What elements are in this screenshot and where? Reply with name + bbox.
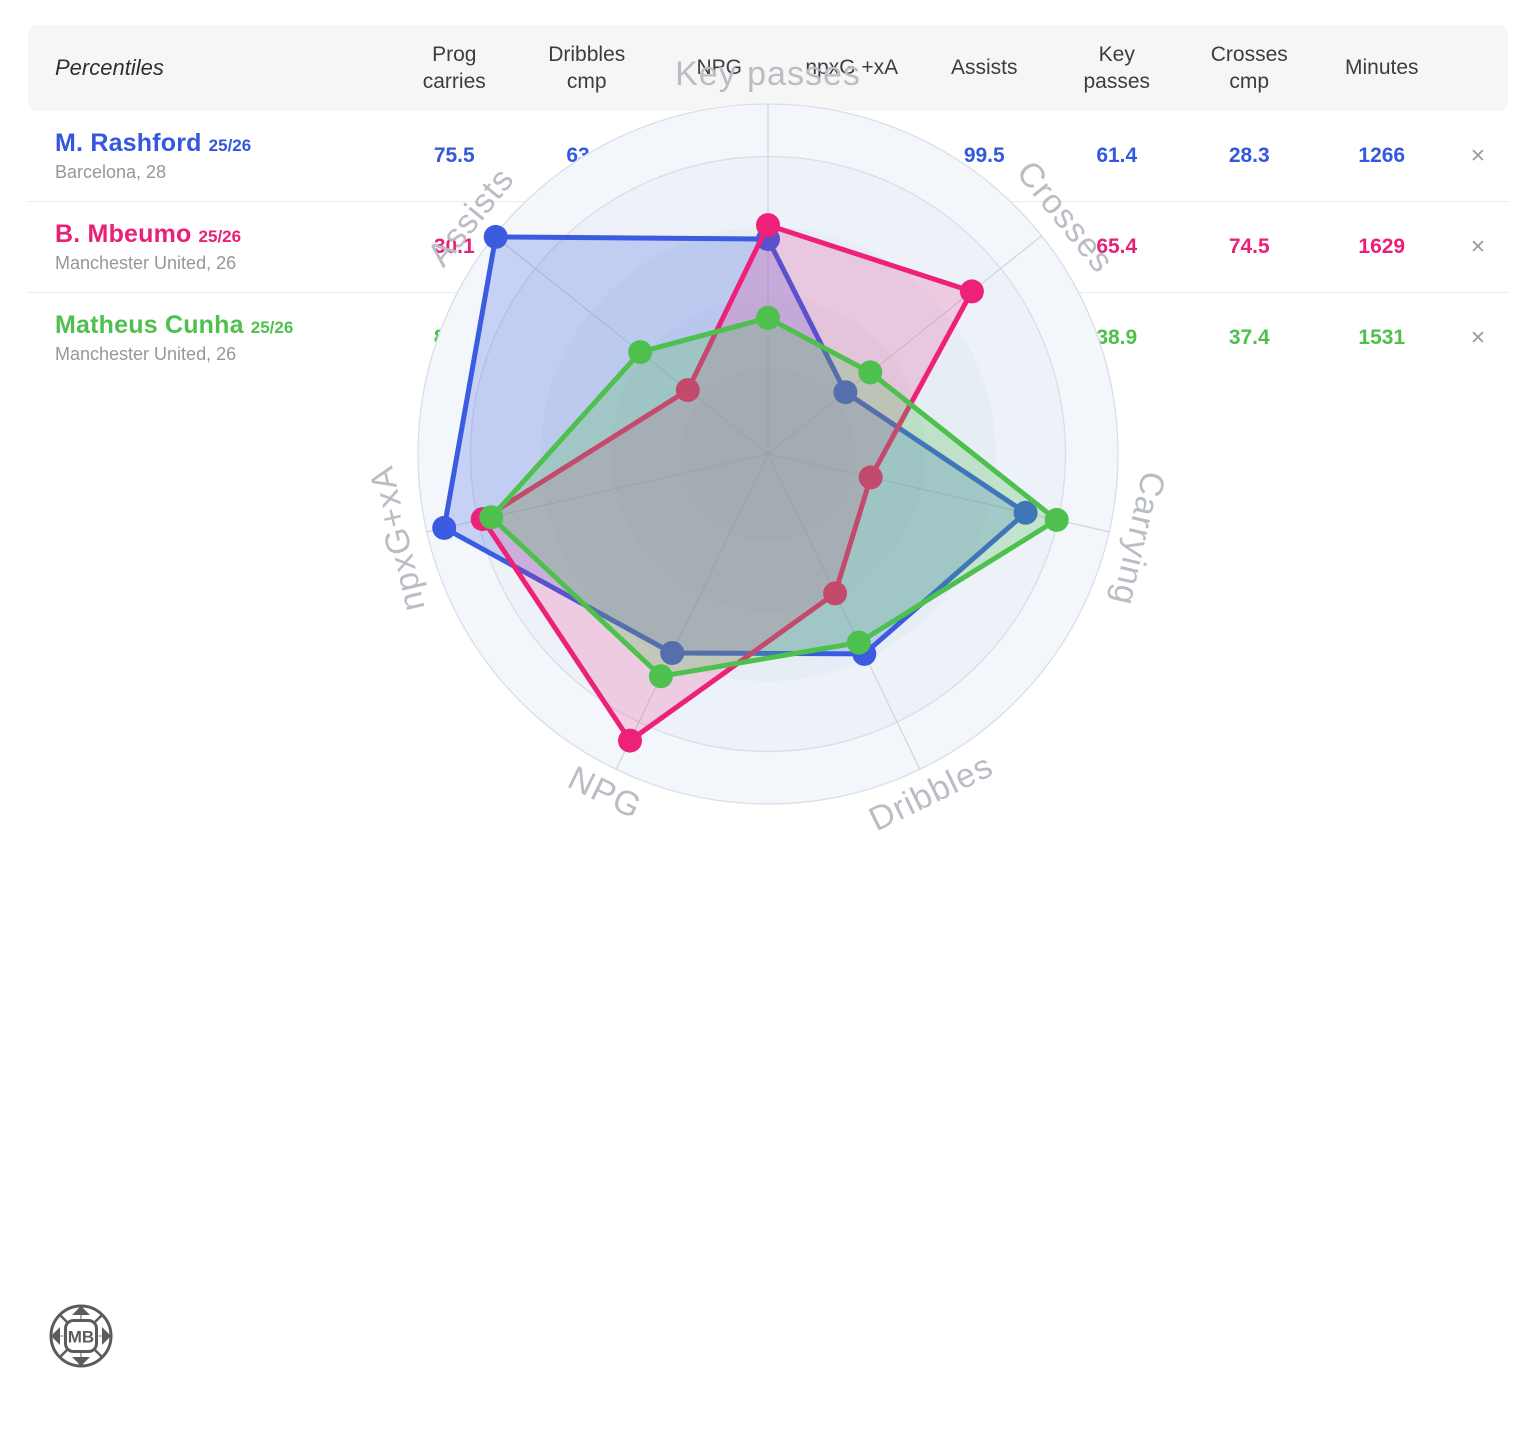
radar-point: [483, 224, 508, 249]
player-cell: M. Rashford 25/26 Barcelona, 28: [28, 129, 388, 183]
col-npxg-xa: npxG +xA: [805, 56, 899, 80]
player-season: 25/26: [250, 318, 294, 337]
player-club: Manchester United, 26: [55, 344, 237, 364]
stat-prog-carries: 75.5: [433, 144, 475, 167]
radar-point: [432, 515, 457, 540]
col-key-passes: Key passes: [1083, 42, 1151, 93]
radar-chart: Key passesCrossesCarryingDribblesNPGnpxG…: [362, 55, 1172, 839]
col-crosses-cmp: Crosses cmp: [1210, 42, 1288, 93]
radar-point: [479, 505, 504, 530]
stat-prog-carries: 30.1: [433, 235, 475, 258]
radar-point: [846, 630, 871, 655]
radar-point: [675, 378, 700, 403]
mb-logo-icon: MB: [49, 1304, 113, 1368]
radar-point: [648, 664, 673, 689]
radar-point: [1044, 507, 1069, 532]
radar-spoke: [615, 453, 769, 770]
stat-key-passes: 65.4: [1096, 235, 1138, 258]
radar-spoke: [767, 235, 1043, 455]
player-name: M. Rashford: [55, 129, 202, 157]
player-season: 25/26: [208, 136, 252, 155]
axis-label-key-passes: Key passes: [675, 55, 861, 93]
remove-player-button[interactable]: ✕: [1448, 327, 1508, 350]
radar-point: [660, 641, 685, 665]
radar-point: [1013, 500, 1038, 525]
col-assists: Assists: [950, 56, 1018, 80]
player-season: 25/26: [198, 227, 242, 246]
table-header-row: Percentiles Prog carries Dribbles cmp NP…: [28, 25, 1508, 111]
stat-crosses-cmp: 28.3: [1228, 144, 1270, 167]
stat-minutes: 1266: [1358, 144, 1406, 167]
col-prog-carries: Prog carries: [422, 42, 486, 93]
radar-point: [756, 305, 780, 330]
radar-point: [823, 581, 848, 606]
col-dribbles-cmp: Dribbles cmp: [548, 42, 626, 93]
table-title: Percentiles: [55, 54, 164, 80]
stat-crosses-cmp: 37.4: [1228, 326, 1270, 349]
radar-point: [858, 360, 883, 385]
radar-point: [628, 340, 653, 365]
radar-spoke: [767, 453, 921, 770]
stat-minutes: 1629: [1358, 235, 1406, 258]
radar-polygon-1: [441, 234, 1029, 657]
radar-polygon-3: [488, 315, 1060, 679]
radar-polygon-2: [480, 222, 975, 744]
player-club: Barcelona, 28: [55, 162, 167, 182]
stat-crosses-cmp: 74.5: [1228, 235, 1270, 258]
radar-point: [858, 465, 883, 490]
stat-assists: 99.5: [963, 144, 1005, 167]
player-name: B. Mbeumo: [55, 220, 192, 248]
player-cell: Matheus Cunha 25/26 Manchester United, 26: [28, 311, 388, 365]
remove-player-button[interactable]: ✕: [1448, 236, 1508, 259]
radar-point: [833, 380, 858, 405]
radar-point: [618, 728, 642, 753]
player-club: Manchester United, 26: [55, 253, 237, 273]
col-npg: NPG: [696, 56, 742, 80]
stat-key-passes: 38.9: [1096, 326, 1138, 349]
remove-player-button[interactable]: ✕: [1448, 145, 1508, 168]
radar-point: [756, 213, 780, 238]
mb-logo-text: MB: [68, 1328, 94, 1347]
stat-key-passes: 61.4: [1096, 144, 1138, 167]
stat-minutes: 1531: [1358, 326, 1406, 349]
player-name: Matheus Cunha: [55, 311, 244, 339]
player-cell: B. Mbeumo 25/26 Manchester United, 26: [28, 220, 388, 274]
col-minutes: Minutes: [1344, 56, 1419, 80]
radar-point: [959, 279, 984, 304]
